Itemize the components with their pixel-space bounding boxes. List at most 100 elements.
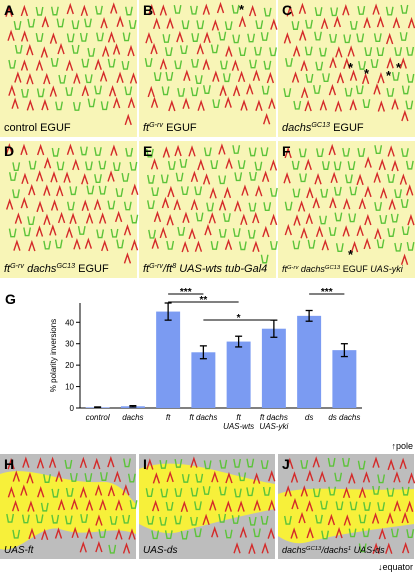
red-hair bbox=[84, 237, 93, 249]
red-hair bbox=[202, 3, 210, 15]
green-hair bbox=[129, 500, 138, 509]
green-hair bbox=[145, 148, 154, 158]
green-hair bbox=[179, 158, 188, 168]
green-hair bbox=[84, 74, 93, 84]
caption-part: ft bbox=[143, 263, 150, 275]
green-hair bbox=[283, 88, 292, 98]
red-hair bbox=[152, 17, 161, 30]
red-hair bbox=[159, 4, 168, 16]
green-hair bbox=[334, 472, 343, 482]
green-hair bbox=[263, 202, 272, 211]
green-hair bbox=[210, 160, 219, 169]
green-hair bbox=[255, 20, 264, 30]
red-hair bbox=[252, 472, 261, 484]
green-hair bbox=[69, 473, 78, 482]
red-hair bbox=[153, 210, 162, 223]
green-hair bbox=[390, 528, 399, 538]
red-hair bbox=[5, 5, 13, 17]
red-hair bbox=[147, 85, 155, 98]
green-hair bbox=[269, 47, 277, 57]
red-hair bbox=[28, 527, 36, 540]
green-hair bbox=[314, 31, 322, 41]
red-hair bbox=[20, 59, 29, 71]
green-hair bbox=[96, 229, 105, 239]
red-hair bbox=[335, 526, 343, 539]
micrograph bbox=[0, 0, 138, 137]
green-hair bbox=[349, 186, 358, 196]
green-hair bbox=[159, 516, 168, 526]
green-hair bbox=[390, 213, 399, 223]
red-hair bbox=[266, 71, 275, 84]
green-hair bbox=[406, 46, 415, 56]
green-hair bbox=[399, 32, 408, 41]
red-hair bbox=[364, 185, 372, 198]
green-hair bbox=[100, 101, 109, 111]
panel-letter: D bbox=[4, 143, 14, 159]
red-hair bbox=[286, 457, 294, 470]
green-hair bbox=[193, 528, 202, 538]
green-hair bbox=[122, 514, 131, 524]
green-hair bbox=[335, 243, 344, 252]
red-hair bbox=[35, 170, 44, 182]
green-hair bbox=[162, 34, 171, 43]
panel-letter: J bbox=[282, 456, 290, 472]
caption-part: dachs bbox=[298, 264, 325, 274]
red-hair bbox=[41, 98, 49, 111]
green-hair bbox=[164, 530, 173, 540]
error-bar bbox=[305, 309, 313, 322]
micrograph bbox=[0, 141, 139, 278]
green-hair bbox=[210, 44, 219, 54]
red-hair bbox=[85, 499, 94, 511]
caption: control EGUF bbox=[4, 122, 71, 134]
red-hair bbox=[224, 96, 232, 108]
green-hair bbox=[291, 160, 300, 170]
red-hair bbox=[401, 541, 410, 554]
green-hair bbox=[394, 189, 402, 199]
green-hair bbox=[98, 185, 107, 195]
red-hair bbox=[174, 144, 182, 157]
green-hair bbox=[405, 160, 414, 170]
green-hair bbox=[173, 4, 182, 14]
red-hair bbox=[150, 42, 158, 55]
red-hair bbox=[305, 500, 314, 512]
red-hair bbox=[99, 498, 107, 511]
red-hair bbox=[50, 171, 58, 183]
green-hair bbox=[28, 160, 37, 170]
green-hair bbox=[355, 85, 364, 95]
red-hair bbox=[356, 224, 364, 237]
red-hair bbox=[224, 238, 233, 250]
green-hair bbox=[194, 186, 203, 196]
red-hair bbox=[50, 199, 59, 211]
green-hair bbox=[86, 185, 95, 195]
red-hair bbox=[70, 498, 79, 510]
red-hair bbox=[364, 156, 372, 168]
green-hair bbox=[232, 34, 241, 44]
green-hair bbox=[246, 487, 255, 497]
x-tick-label: ft dachs bbox=[189, 413, 217, 422]
red-hair bbox=[115, 528, 123, 540]
red-hair bbox=[162, 146, 170, 158]
red-hair bbox=[268, 499, 276, 511]
red-hair bbox=[116, 71, 124, 83]
red-hair bbox=[255, 184, 263, 197]
green-hair bbox=[372, 485, 381, 495]
red-hair bbox=[291, 71, 300, 83]
green-hair bbox=[320, 500, 328, 510]
red-hair bbox=[377, 100, 386, 112]
red-hair bbox=[255, 99, 263, 111]
green-hair bbox=[305, 19, 313, 29]
green-hair bbox=[231, 515, 240, 524]
green-hair bbox=[234, 172, 243, 182]
green-hair bbox=[233, 458, 242, 468]
red-hair bbox=[399, 457, 407, 470]
clone bbox=[0, 471, 136, 550]
green-hair bbox=[314, 7, 323, 16]
green-hair bbox=[349, 20, 358, 30]
green-hair bbox=[210, 241, 219, 250]
red-hair bbox=[5, 198, 14, 210]
red-hair bbox=[112, 96, 121, 109]
green-hair bbox=[248, 516, 257, 526]
red-hair bbox=[94, 484, 103, 496]
y-tick-label: 20 bbox=[65, 361, 74, 370]
green-hair bbox=[160, 174, 169, 184]
